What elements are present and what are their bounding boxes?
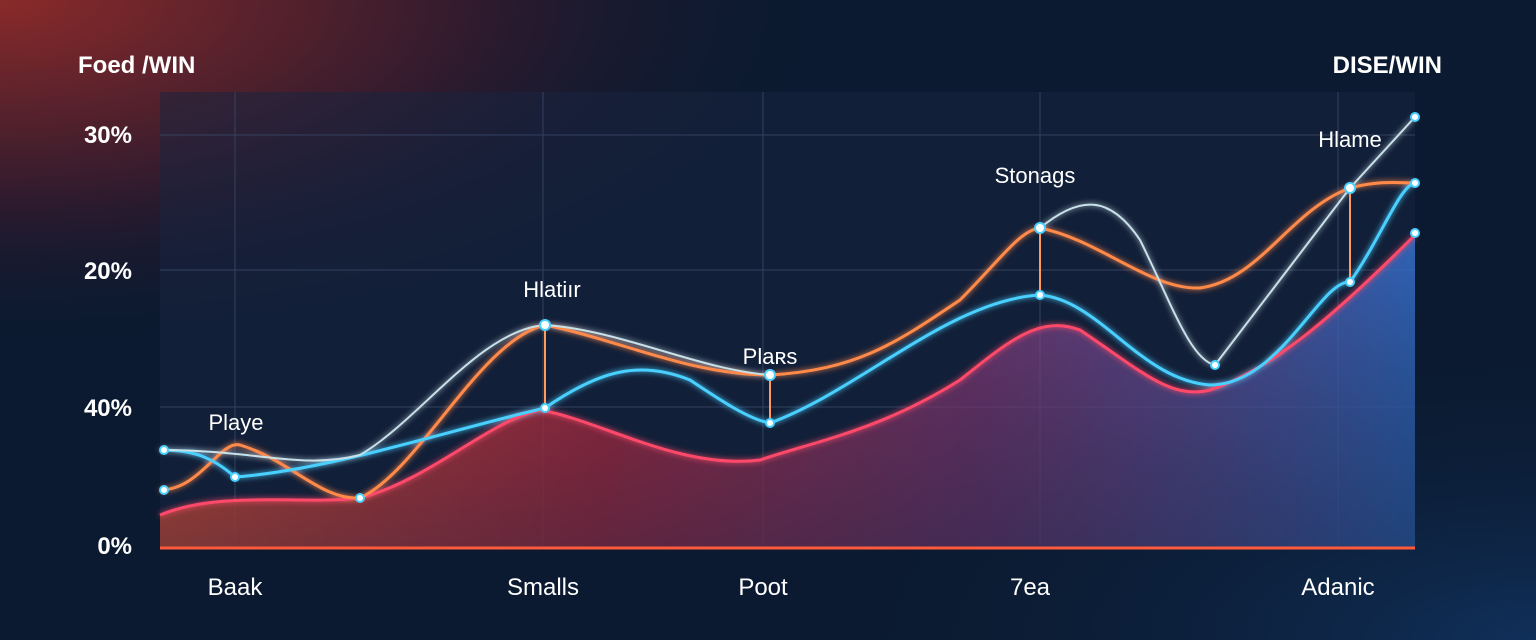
left-title: Foed /WIN xyxy=(78,52,195,79)
annotation: Playe xyxy=(208,410,263,435)
lines xyxy=(159,116,1417,517)
annotation: Hlame xyxy=(1318,127,1382,152)
drop-lines xyxy=(544,188,1351,423)
annotation: Plaʀs xyxy=(743,344,798,369)
y-label: 30% xyxy=(84,122,132,149)
x-label: Baak xyxy=(208,574,264,601)
line xyxy=(159,116,1416,462)
markers xyxy=(159,112,1420,503)
line xyxy=(159,180,1416,500)
y-label: 40% xyxy=(84,395,132,422)
y-label: 0% xyxy=(97,533,132,560)
x-label: Poot xyxy=(738,574,788,601)
area-shade xyxy=(160,235,1415,548)
line xyxy=(159,233,1417,517)
line xyxy=(159,181,1416,479)
right-title: DISE/WIN xyxy=(1333,52,1442,79)
x-label: Adanic xyxy=(1301,574,1374,601)
y-label: 20% xyxy=(84,258,132,285)
annotation: Stonags xyxy=(995,163,1076,188)
x-label: 7ea xyxy=(1010,574,1051,601)
annotation: Hlatiır xyxy=(523,277,580,302)
x-label: Smalls xyxy=(507,574,579,601)
